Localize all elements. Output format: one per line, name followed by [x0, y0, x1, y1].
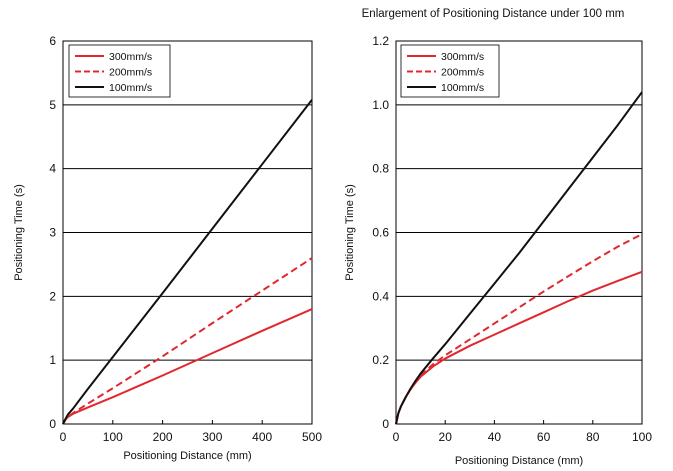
y-tick-label: 0.8: [372, 162, 389, 176]
x-tick-label: 40: [488, 430, 502, 444]
chart-right: Enlargement of Positioning Distance unde…: [344, 8, 652, 467]
x-tick-label: 500: [302, 430, 322, 444]
series-line-300mm-s: [395, 270, 643, 425]
series-line-200mm-s: [62, 257, 313, 425]
y-tick-label: 2: [49, 289, 56, 303]
legend-label: 200mm/s: [109, 67, 152, 79]
legend-label: 300mm/s: [109, 51, 152, 63]
series-right: [395, 91, 643, 425]
legend-label: 300mm/s: [441, 51, 484, 63]
legend-label: 200mm/s: [441, 67, 484, 79]
y-tick-label: 3: [49, 226, 56, 240]
x-tick-label: 400: [252, 430, 272, 444]
y-ticks-right: 0 0.2 0.4 0.6 0.8 1.0 1.2: [372, 34, 389, 431]
y-tick-label: 0.4: [372, 289, 389, 303]
series-left: [62, 99, 313, 425]
series-line-100mm-s: [62, 99, 313, 425]
legend-right: 300mm/s 200mm/s 100mm/s: [400, 44, 500, 98]
series-line-300mm-s: [62, 308, 313, 425]
x-axis-label-left: Positioning Distance (mm): [123, 450, 251, 462]
y-tick-label: 0: [382, 417, 389, 431]
x-tick-label: 20: [439, 430, 453, 444]
y-tick-label: 6: [49, 34, 56, 48]
x-tick-label: 0: [393, 430, 400, 444]
grid-left: [63, 104, 312, 361]
y-tick-label: 5: [49, 98, 56, 112]
y-axis-label-right: Positioning Time (s): [344, 184, 356, 281]
y-tick-label: 0: [49, 417, 56, 431]
chart-left: 0 100 200 300 400 500 0 1 2 3 4 5 6 Positioning Dis…: [13, 34, 322, 462]
x-tick-label: 60: [537, 430, 551, 444]
x-tick-label: 100: [103, 430, 123, 444]
chart-title-right: Enlargement of Positioning Distance unde…: [362, 8, 625, 20]
x-ticks-left: 0 100 200 300 400 500: [60, 420, 322, 444]
y-tick-label: 4: [49, 162, 56, 176]
x-tick-label: 100: [632, 430, 652, 444]
x-tick-label: 80: [586, 430, 600, 444]
y-tick-label: 1.0: [372, 98, 389, 112]
y-axis-label-left: Positioning Time (s): [13, 184, 25, 281]
series-line-100mm-s: [395, 91, 643, 425]
x-tick-label: 200: [153, 430, 173, 444]
x-axis-label-right: Positioning Distance (mm): [455, 455, 583, 467]
y-tick-label: 1: [49, 353, 56, 367]
x-tick-label: 0: [60, 430, 67, 444]
y-tick-label: 0.6: [372, 226, 389, 240]
y-ticks-left: 0 1 2 3 4 5 6: [49, 34, 56, 431]
y-tick-label: 0.2: [372, 353, 389, 367]
y-tick-label: 1.2: [372, 34, 389, 48]
legend-left: 300mm/s 200mm/s 100mm/s: [68, 44, 171, 98]
series-line-200mm-s: [395, 233, 643, 425]
x-tick-label: 300: [202, 430, 222, 444]
legend-label: 100mm/s: [441, 82, 484, 94]
legend-label: 100mm/s: [109, 82, 152, 94]
x-ticks-right: 0 20 40 60 80 100: [393, 420, 652, 444]
